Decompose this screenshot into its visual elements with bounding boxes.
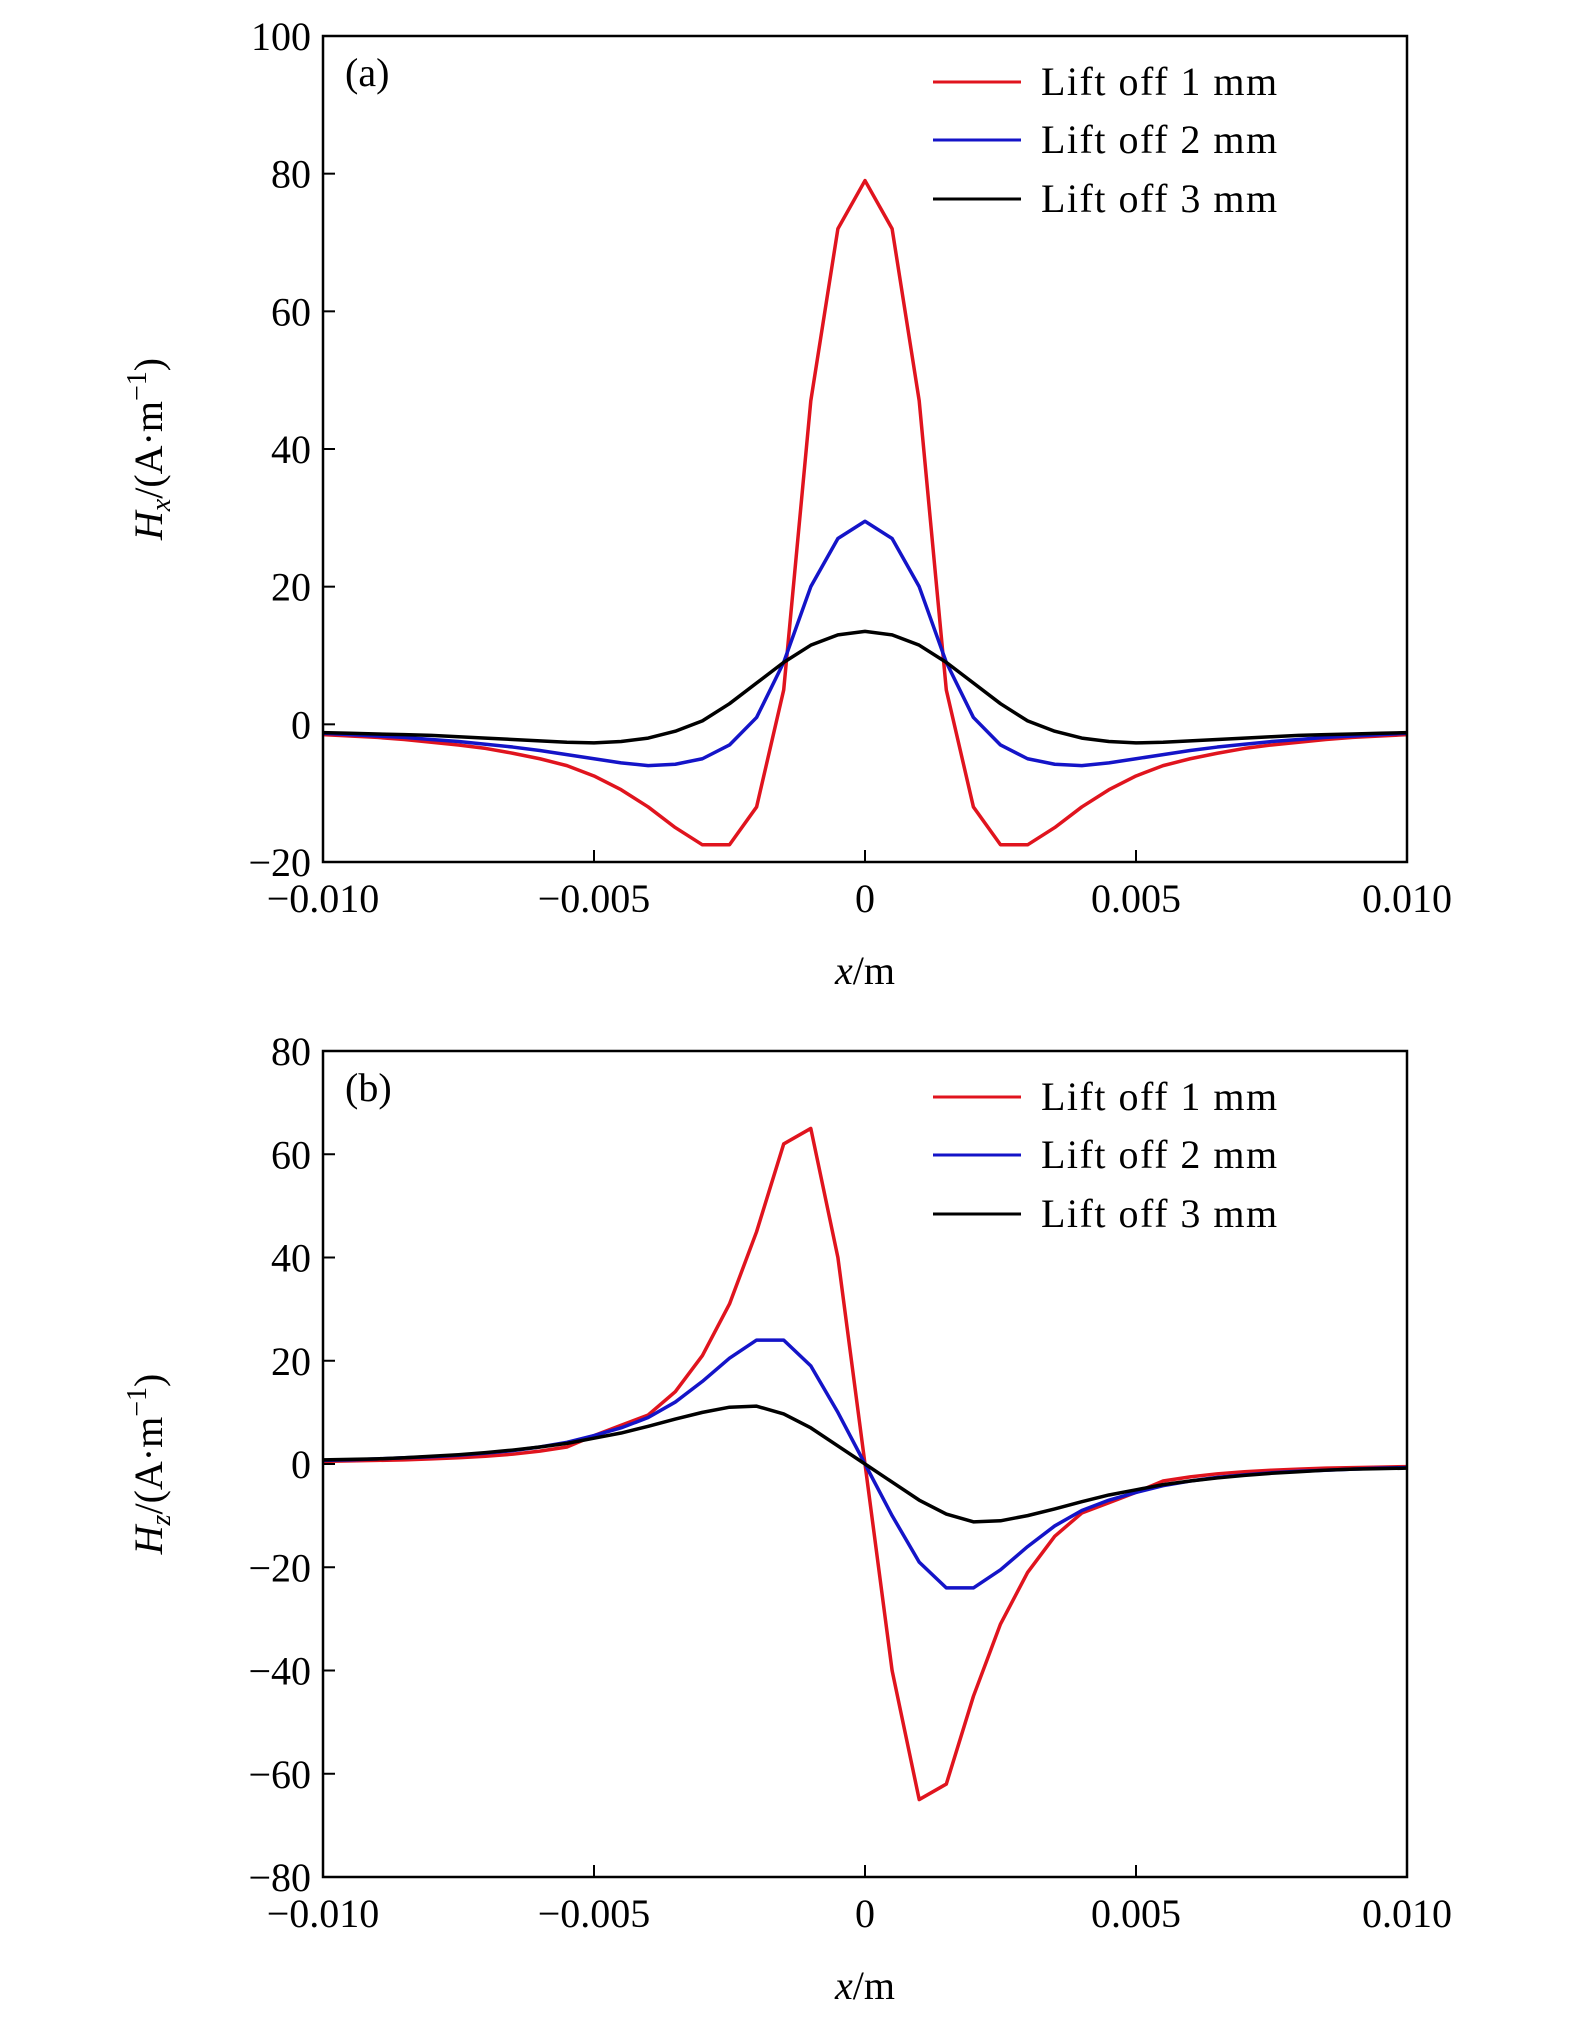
legend-label: Lift off 3 mm — [1041, 1191, 1279, 1236]
x-tick-label: −0.010 — [267, 876, 380, 921]
y-tick-label: −80 — [248, 1855, 311, 1900]
y-tick-label: −20 — [248, 840, 311, 885]
plot-frame — [321, 34, 1409, 864]
legend-label: Lift off 1 mm — [1041, 1074, 1279, 1119]
y-tick-label: 80 — [271, 1029, 311, 1074]
y-tick-label: 40 — [271, 1236, 311, 1281]
legend-label: Lift off 2 mm — [1041, 117, 1279, 162]
y-axis-label: Hz/(A·m−1) — [122, 1374, 177, 1556]
x-tick-label: −0.005 — [538, 876, 651, 921]
y-tick-label: −20 — [248, 1545, 311, 1590]
y-tick-label: 60 — [271, 1132, 311, 1177]
y-tick-label: 100 — [251, 14, 311, 59]
y-tick-label: 0 — [291, 702, 311, 747]
y-tick-label: 0 — [291, 1442, 311, 1487]
x-tick-label: 0.005 — [1091, 1891, 1181, 1936]
y-tick-label: −40 — [248, 1649, 311, 1694]
legend-label: Lift off 2 mm — [1041, 1132, 1279, 1177]
y-tick-label: −60 — [248, 1752, 311, 1797]
x-tick-label: −0.005 — [538, 1891, 651, 1936]
panel-label: (b) — [345, 1065, 392, 1110]
y-tick-label: 20 — [271, 1339, 311, 1384]
x-tick-label: 0.005 — [1091, 876, 1181, 921]
x-tick-label: 0.010 — [1362, 876, 1452, 921]
line-series — [323, 178, 1407, 847]
panel-label: (a) — [345, 50, 389, 95]
line-series — [323, 1404, 1407, 1524]
line-series — [323, 629, 1407, 745]
y-tick-label: 20 — [271, 565, 311, 610]
legend-label: Lift off 1 mm — [1041, 59, 1279, 104]
y-tick-label: 80 — [271, 152, 311, 197]
x-axis-label: x/m — [834, 948, 895, 993]
y-tick-label: 60 — [271, 289, 311, 334]
x-tick-label: 0 — [855, 876, 875, 921]
line-series — [323, 519, 1407, 768]
y-axis-label: Hx/(A·m−1) — [122, 358, 177, 541]
x-axis-label: x/m — [834, 1963, 895, 2008]
x-tick-label: −0.010 — [267, 1891, 380, 1936]
plot-frame — [321, 1049, 1409, 1879]
x-tick-label: 0.010 — [1362, 1891, 1452, 1936]
y-tick-label: 40 — [271, 427, 311, 472]
x-tick-label: 0 — [855, 1891, 875, 1936]
legend-label: Lift off 3 mm — [1041, 176, 1279, 221]
